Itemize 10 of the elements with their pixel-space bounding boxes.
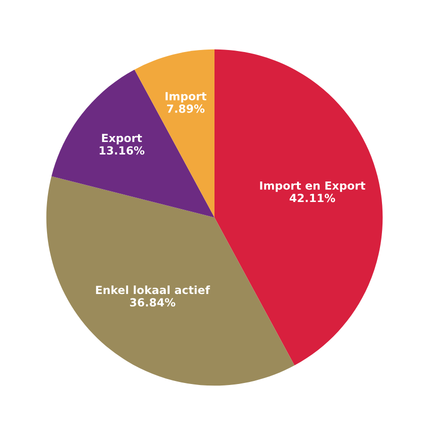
data-label: 36.84% [130, 298, 176, 307]
slice-label: Export [102, 134, 142, 144]
slice-label: Import [166, 92, 206, 103]
pie-slice [51, 70, 214, 218]
slice-label: Enkel lokaal actief [96, 286, 210, 294]
pie-slice [214, 49, 383, 366]
data-label: 7.89% [167, 104, 205, 113]
data-label: 13.16% [100, 146, 144, 155]
data-label: 42.11% [290, 194, 336, 202]
slice-label: Import en Export [260, 181, 366, 192]
